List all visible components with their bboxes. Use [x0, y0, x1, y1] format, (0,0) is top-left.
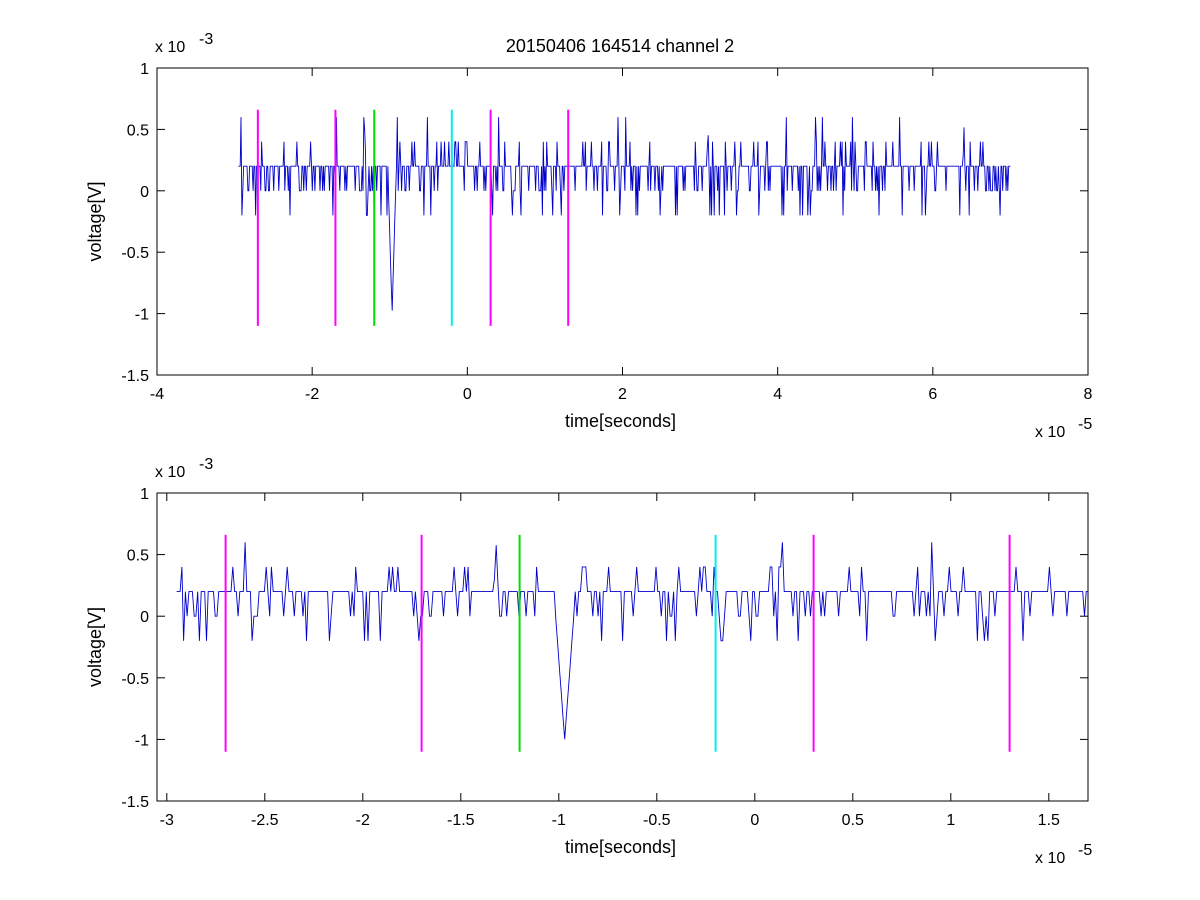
y-tick-label: 0.5	[127, 548, 149, 565]
y-tick-label: -0.5	[121, 245, 149, 262]
x-multiplier-label: x 10	[1035, 424, 1065, 441]
x-tick-label: 2	[618, 386, 627, 403]
y-tick-label: -0.5	[121, 671, 149, 688]
x-tick-label: -4	[150, 386, 164, 403]
x-tick-label: 1	[946, 812, 955, 829]
y-tick-label: 1	[140, 486, 149, 503]
x-tick-label: -0.5	[643, 812, 671, 829]
x-tick-label: -1.5	[447, 812, 475, 829]
axes-frame	[156, 492, 1089, 802]
x-tick-label: 0	[463, 386, 472, 403]
y-tick-label: -1.5	[121, 794, 149, 811]
x-tick-label: 6	[928, 386, 937, 403]
x-tick-label: -3	[160, 812, 174, 829]
y-tick-label: 0.5	[127, 122, 149, 139]
x-tick-label: -2	[305, 386, 319, 403]
voltage-trace-line	[176, 542, 1088, 740]
x-tick-label: 0.5	[842, 812, 864, 829]
figure-title: 20150406 164514 channel 2	[506, 36, 734, 56]
x-tick-label: 1.5	[1038, 812, 1060, 829]
y-tick-label: 0	[140, 609, 149, 626]
x-axis-label: time[seconds]	[565, 411, 676, 431]
x-tick-label: 8	[1084, 386, 1093, 403]
x-tick-label: -2	[356, 812, 370, 829]
top-subplot: -4 -2 0 2 4 6 8 -1.5 -1 -0.5 0 0.5 1 time[seconds] vol…	[85, 31, 1093, 441]
x-multiplier-exponent: -5	[1078, 416, 1092, 433]
y-axis-label: voltage[V]	[85, 607, 105, 687]
x-tick-label: 0	[750, 812, 759, 829]
y-multiplier-exponent: -3	[199, 456, 213, 473]
voltage-trace-line	[238, 117, 1011, 311]
x-multiplier-exponent: -5	[1078, 842, 1092, 859]
x-tick-label: 4	[773, 386, 782, 403]
y-tick-label: 0	[140, 184, 149, 201]
y-axis-label: voltage[V]	[85, 181, 105, 261]
y-multiplier-exponent: -3	[199, 31, 213, 48]
x-tick-label: -2.5	[251, 812, 279, 829]
x-axis-label: time[seconds]	[565, 837, 676, 857]
y-tick-label: 1	[140, 61, 149, 78]
x-multiplier-label: x 10	[1035, 850, 1065, 867]
y-tick-label: -1.5	[121, 368, 149, 385]
x-tick-label: -1	[552, 812, 566, 829]
y-multiplier-label: x 10	[155, 464, 185, 481]
y-tick-label: -1	[135, 307, 149, 324]
y-multiplier-label: x 10	[155, 39, 185, 56]
y-tick-label: -1	[135, 732, 149, 749]
bottom-subplot: -3 -2.5 -2 -1.5 -1 -0.5 0 0.5 1 1.5 -1.5 -1 -0.5 0 0.5…	[85, 456, 1092, 867]
